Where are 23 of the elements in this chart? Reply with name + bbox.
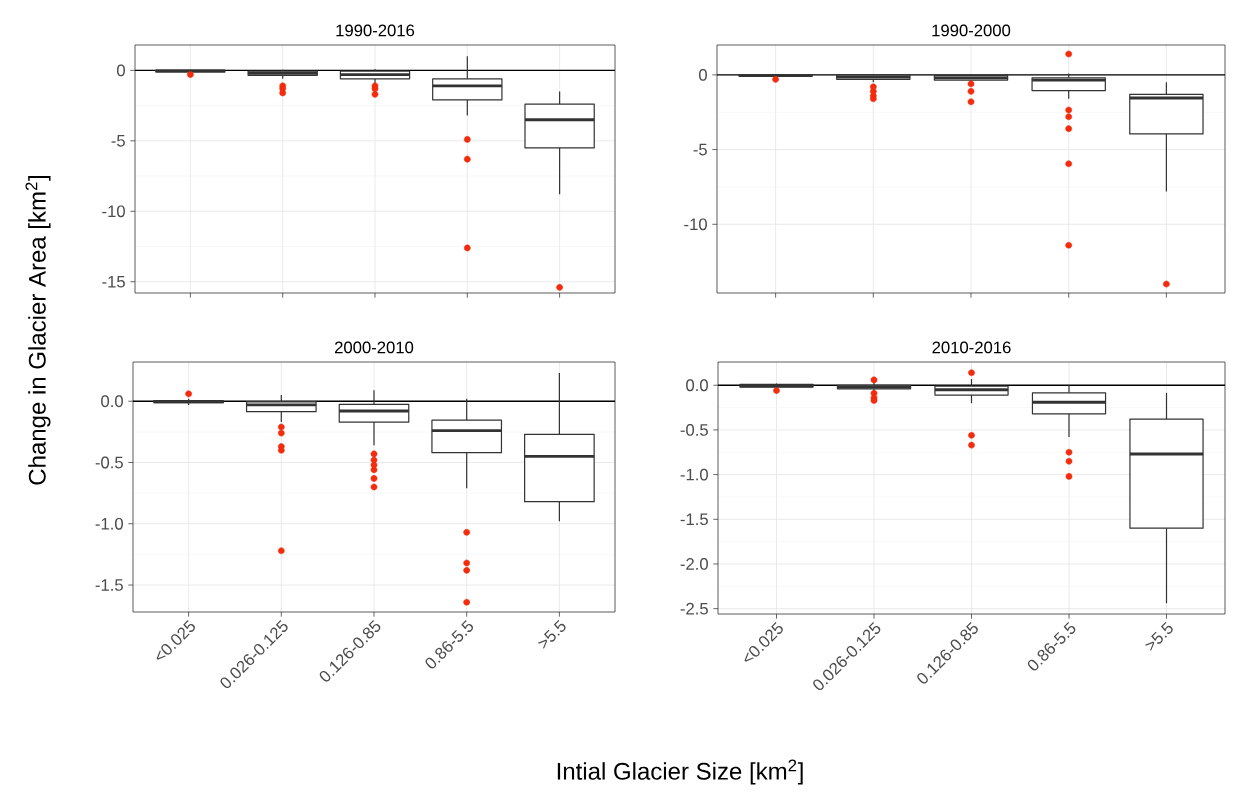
- y-tick-label: -0.5: [680, 424, 708, 436]
- y-tick-label: -1.5: [95, 579, 123, 591]
- y-tick-label: -1.0: [95, 517, 123, 530]
- y-tick-label: -2.5: [680, 602, 708, 615]
- y-tick-label: -1.0: [680, 468, 708, 481]
- y-tick-label: 0.0: [101, 395, 123, 408]
- y-tick-label: 0: [117, 64, 125, 77]
- y-tick-label: -0.5: [95, 456, 123, 469]
- chart-title: 1990-2016: [336, 24, 415, 37]
- y-tick-label: 0: [699, 69, 707, 81]
- chart-title: 1990-2000: [932, 24, 1011, 37]
- y-tick-label: -10: [684, 218, 707, 231]
- y-tick-label: -10: [102, 205, 125, 218]
- chart-title: 2000-2010: [334, 341, 414, 354]
- y-tick-label: -1.5: [680, 513, 708, 526]
- y-axis-title: Change in Glacier Area [km$^{2}$]: [25, 175, 51, 485]
- y-tick-label: -2.0: [680, 558, 708, 570]
- y-tick-label: 0.0: [686, 379, 708, 392]
- y-tick-label: -5: [693, 143, 707, 156]
- chart-title: 2010-2016: [932, 341, 1011, 354]
- y-tick-label: -15: [102, 275, 125, 288]
- x-axis-title: Intial Glacier Size [km$^{2}$]: [557, 759, 803, 785]
- y-tick-label: -5: [111, 135, 125, 147]
